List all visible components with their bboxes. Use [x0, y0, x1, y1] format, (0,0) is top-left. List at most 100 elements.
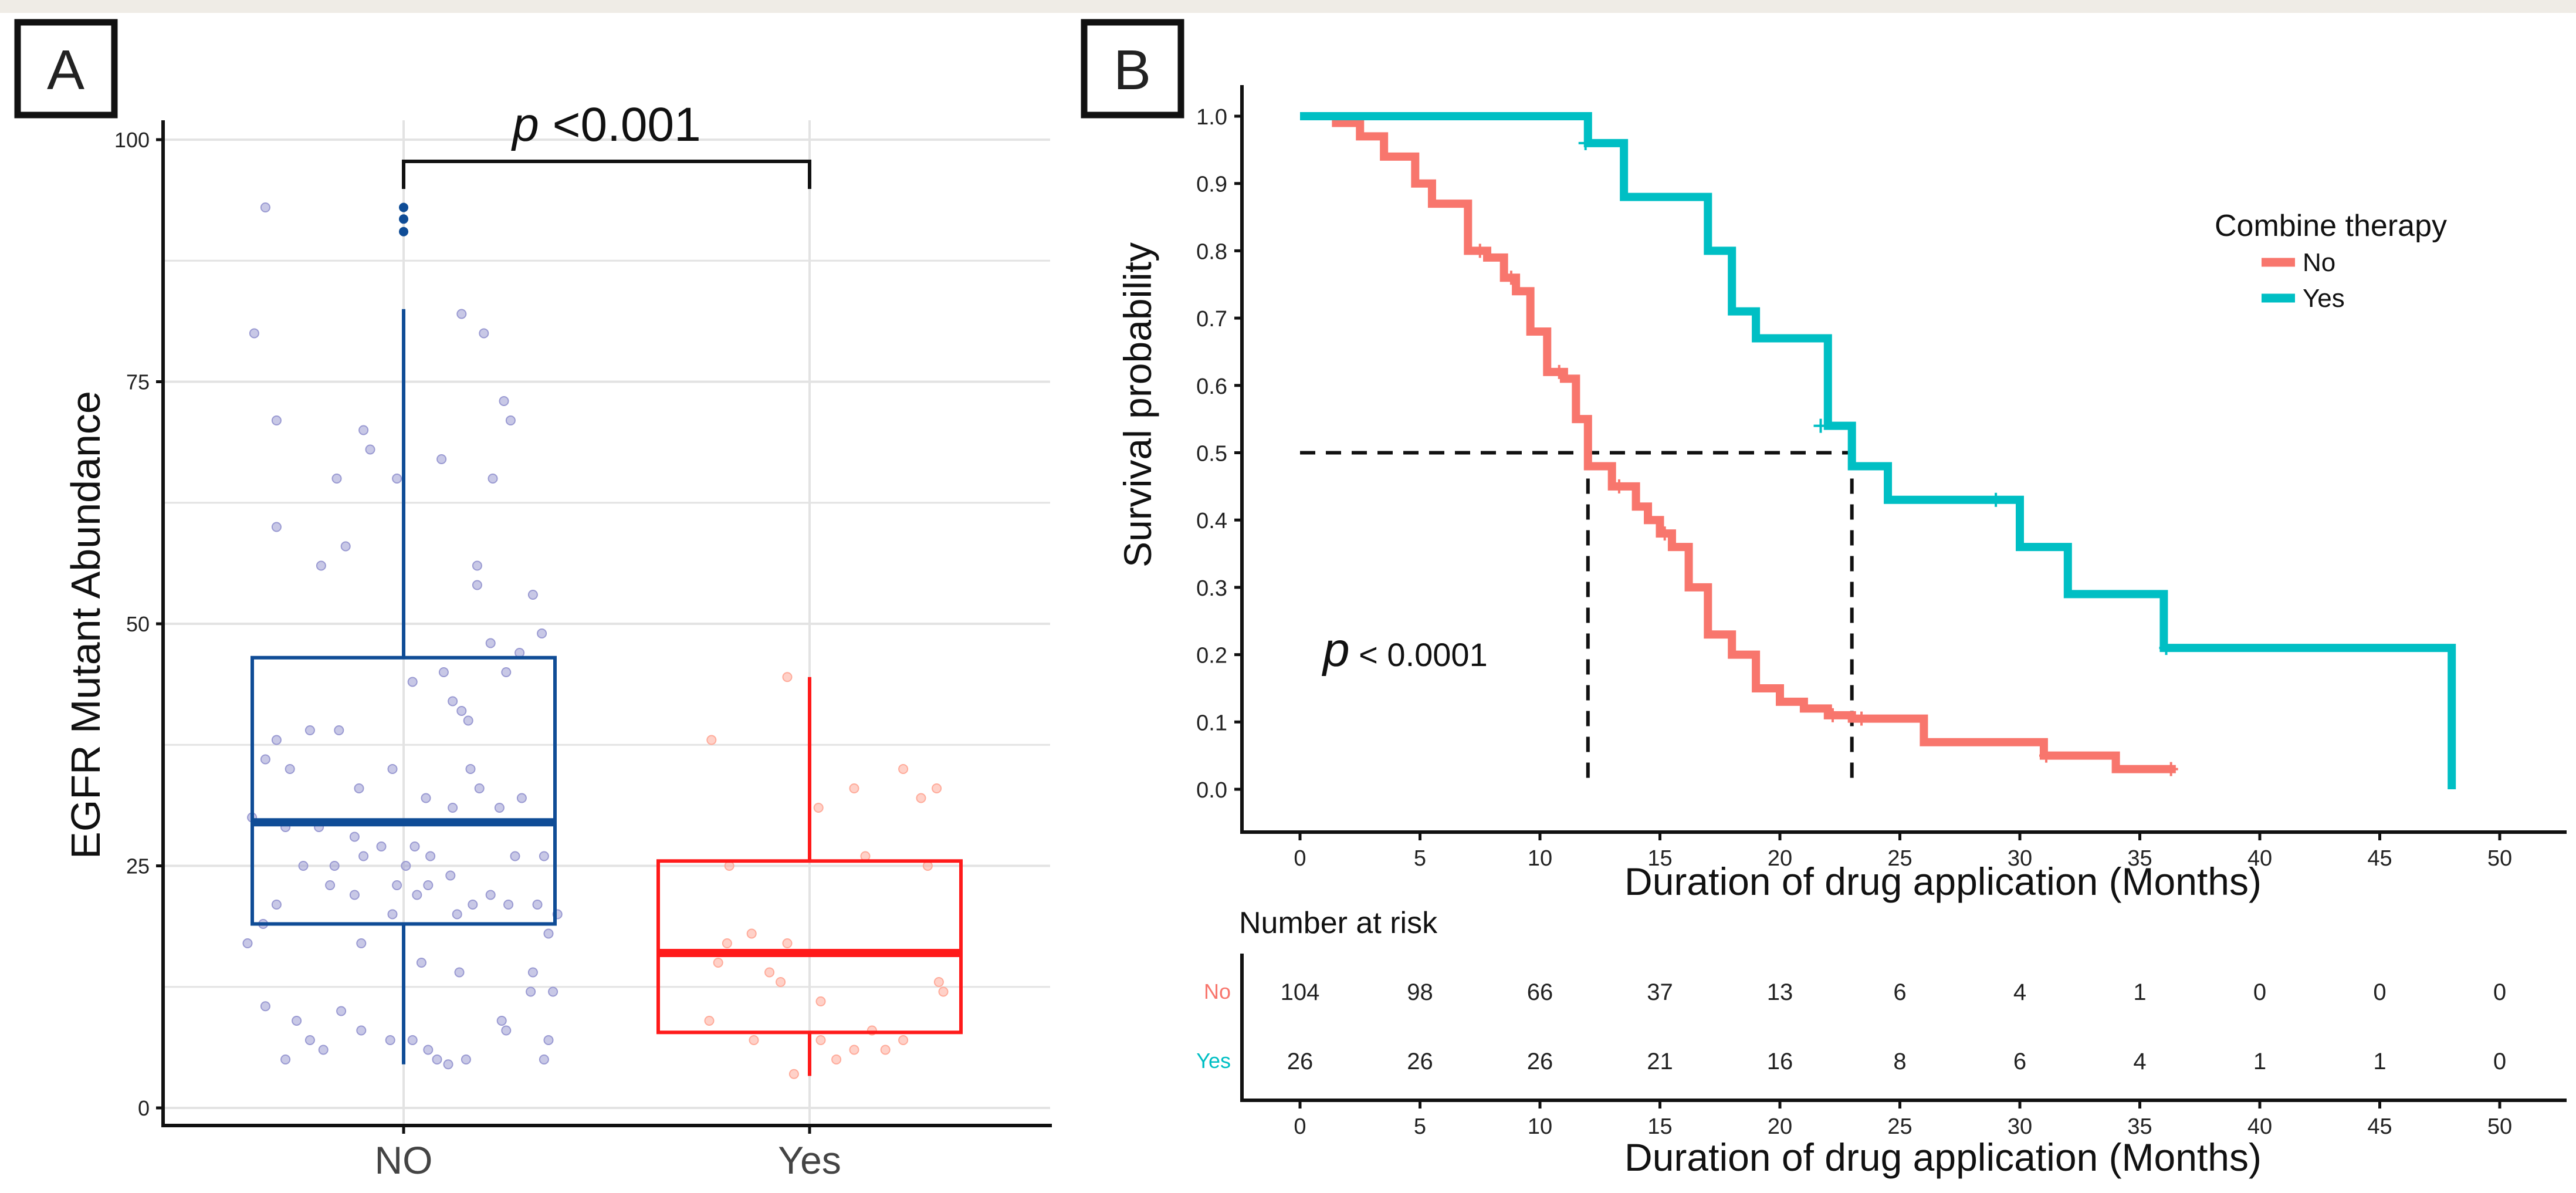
jitter-point — [354, 783, 364, 793]
jitter-point — [722, 938, 732, 948]
panel-a-gridlines — [164, 120, 1050, 1124]
jitter-point — [527, 967, 538, 978]
jitter-point — [318, 1045, 329, 1055]
jitter-point — [316, 560, 326, 571]
jitter-point — [479, 328, 489, 339]
jitter-point — [298, 861, 309, 871]
jitter-point — [782, 672, 793, 682]
risk-count: 6 — [1893, 979, 1906, 1005]
jitter-point — [782, 938, 793, 948]
y-tick-label: 0.8 — [1196, 239, 1227, 264]
y-tick-label: 0.4 — [1196, 509, 1227, 533]
x-tick-label: 30 — [2008, 846, 2032, 871]
jitter-point — [438, 667, 449, 677]
jitter-point — [465, 764, 476, 774]
panel-a-significance-bracket: p <0.001 — [402, 98, 811, 189]
box-no — [251, 655, 557, 926]
jitter-point — [271, 415, 282, 425]
panel-a-y-ticks: 0 25 50 75 100 — [114, 128, 163, 1120]
risk-count: 13 — [1767, 979, 1793, 1005]
jitter-point — [358, 425, 369, 435]
risk-count: 0 — [2373, 979, 2386, 1005]
jitter-point — [356, 938, 367, 948]
x-tick-label: 5 — [1414, 1114, 1426, 1139]
significance-bracket-line — [402, 160, 811, 189]
jitter-point — [448, 803, 458, 813]
jitter-point — [271, 735, 282, 745]
legend-title: Combine therapy — [2215, 209, 2447, 243]
y-tick-label: 0.0 — [1196, 778, 1227, 803]
risk-count: 16 — [1767, 1049, 1793, 1074]
x-tick-label: 35 — [2127, 1114, 2152, 1139]
panel-a-label-box — [14, 19, 118, 119]
jitter-point — [292, 1016, 302, 1026]
legend: Combine therapy No Yes — [2215, 209, 2447, 313]
risk-count: 1 — [2373, 1049, 2386, 1074]
x-tick-label: Yes — [778, 1138, 841, 1182]
x-tick-label: 35 — [2127, 846, 2152, 871]
risk-count: 0 — [2253, 979, 2266, 1005]
jitter-point — [813, 803, 824, 813]
risk-count: 21 — [1647, 1049, 1673, 1074]
jitter-point — [849, 783, 859, 793]
jitter-point — [461, 1055, 471, 1064]
y-tick-label: 0.5 — [1196, 442, 1227, 467]
panel-b-p-value: p < 0.0001 — [1321, 623, 1488, 677]
jitter-point — [505, 415, 516, 425]
panel-a: A 0 25 50 75 100 NO Yes EGFR Mutant Abundance… — [14, 19, 1052, 1182]
jitter-point — [280, 1055, 291, 1064]
jitter-point — [356, 1025, 367, 1036]
jitter-point — [387, 764, 398, 774]
jitter-point — [880, 1045, 891, 1055]
risk-table: No 104 98 66 37 13 6 4 1 0 0 0 Yes 26 26 26 21 16 8 6 4 1 1 0 — [1196, 979, 2506, 1074]
risk-count: 26 — [1287, 1049, 1314, 1074]
panel-b-y-axis-title: Survival probability — [1116, 242, 1159, 567]
jitter-point — [242, 938, 253, 948]
jitter-point — [325, 880, 336, 890]
x-tick-label: 0 — [1294, 846, 1306, 871]
jitter-point — [365, 444, 375, 455]
jitter-point — [548, 986, 558, 997]
x-tick-label: 15 — [1647, 846, 1672, 871]
jitter-point — [485, 890, 496, 900]
jitter-point — [713, 958, 723, 968]
risk-count: 104 — [1281, 979, 1320, 1005]
y-tick-label: 0.3 — [1196, 576, 1227, 601]
jitter-point — [474, 783, 485, 793]
jitter-point — [334, 725, 344, 735]
y-tick-label: 50 — [126, 612, 150, 636]
x-tick-label: 10 — [1528, 846, 1552, 871]
p-text: <0.001 — [539, 98, 701, 151]
jitter-point — [349, 832, 360, 842]
jitter-point — [260, 202, 270, 212]
jitter-point — [494, 803, 505, 813]
jitter-point — [916, 793, 926, 803]
risk-count: 66 — [1527, 979, 1553, 1005]
risk-count: 26 — [1527, 1049, 1553, 1074]
y-tick-label: 0.1 — [1196, 711, 1227, 735]
jitter-point — [468, 900, 478, 910]
jitter-point — [499, 396, 509, 406]
x-tick-label: 10 — [1528, 1114, 1552, 1139]
jitter-point — [329, 861, 340, 871]
panel-b-median-lines — [1300, 451, 1854, 788]
jitter-point — [271, 900, 282, 910]
jitter-point — [706, 735, 717, 745]
risk-count: 0 — [2493, 1049, 2506, 1074]
jitter-point — [501, 667, 512, 677]
jitter-point — [432, 1055, 442, 1064]
x-tick-label: 20 — [1768, 846, 1792, 871]
jitter-point — [749, 1035, 759, 1045]
jitter-point — [387, 909, 398, 920]
jitter-point — [331, 474, 342, 484]
jitter-point — [496, 1016, 507, 1026]
risk-count: 8 — [1893, 1049, 1906, 1074]
jitter-point — [849, 1045, 859, 1055]
jitter-point — [501, 1025, 512, 1036]
risk-table-x-axis-title: Duration of drug application (Months) — [1624, 1135, 2262, 1179]
jitter-point — [527, 590, 538, 600]
panel-a-boxes — [251, 202, 963, 1076]
risk-count: 6 — [2013, 1049, 2026, 1074]
jitter-point — [537, 628, 547, 638]
panel-a-label: A — [47, 39, 84, 102]
